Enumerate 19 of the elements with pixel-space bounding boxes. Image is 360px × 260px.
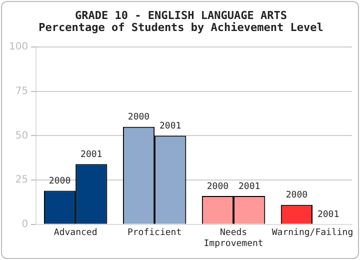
y-tick-label: 50 — [15, 130, 28, 142]
text: 2000 — [286, 190, 308, 201]
series-label: 2000 — [206, 182, 229, 192]
series-label: 2001 — [238, 182, 260, 192]
x-tick-label: Warning/Failing — [272, 228, 354, 238]
text: 2000 — [128, 112, 150, 123]
chart-subtitle: Percentage of Students by Achievement Level — [38, 21, 324, 34]
text: 2001 — [317, 210, 340, 220]
text: 2000 — [48, 176, 71, 187]
y-tick-label: 25 — [15, 174, 28, 186]
chart-title: GRADE 10 - ENGLISH LANGUAGE ARTS — [74, 9, 288, 22]
text: 2001 — [80, 150, 102, 160]
x-tick-label: Needs Improvement — [204, 228, 264, 249]
x-tick-label: Advanced — [54, 228, 98, 238]
x-tick-label: Proficient — [127, 228, 182, 238]
text: 2001 — [160, 122, 182, 132]
y-tick-label: 75 — [15, 86, 28, 97]
y-tick-label: 0 — [22, 218, 28, 230]
y-tick-label: 100 — [8, 42, 28, 53]
